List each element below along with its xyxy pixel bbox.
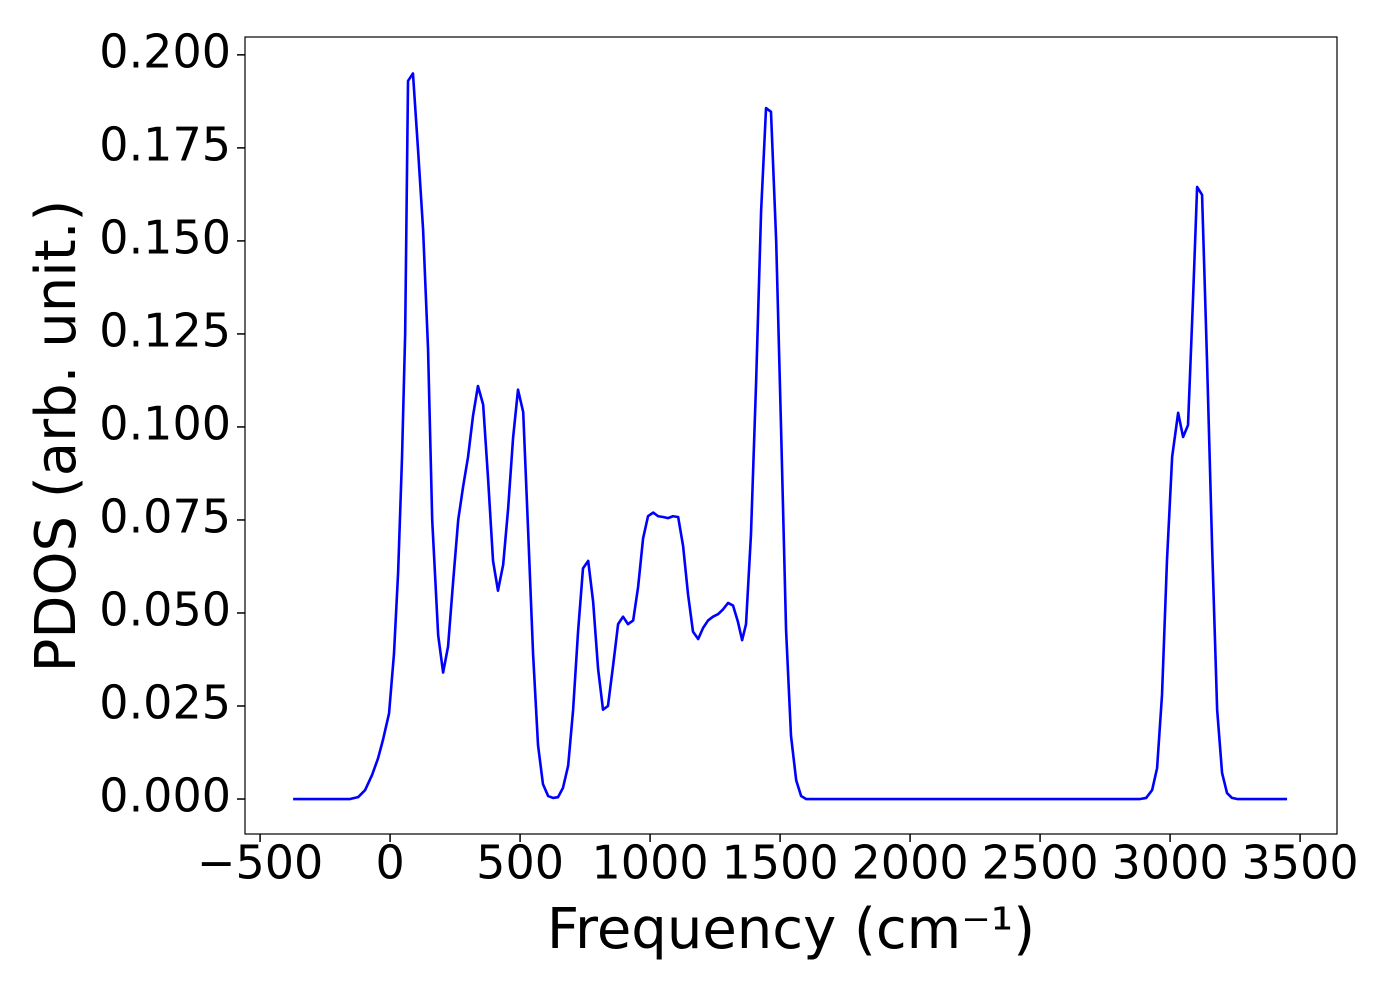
y-tick-label: 0.200 [99, 24, 231, 78]
x-tick-label: −500 [197, 836, 323, 890]
x-tick-label: 1000 [592, 836, 709, 890]
x-tick-label: 1500 [722, 836, 839, 890]
y-tick-label: 0.125 [99, 303, 231, 357]
x-tick-label: 3500 [1242, 836, 1359, 890]
y-tick-label: 0.150 [99, 210, 231, 264]
y-tick-label: 0.000 [99, 769, 231, 823]
data-line [293, 72, 1288, 801]
x-tick-label: 500 [476, 836, 564, 890]
y-tick-label: 0.050 [99, 582, 231, 636]
y-tick-label: 0.175 [99, 117, 231, 171]
x-tick-label: 0 [375, 836, 404, 890]
plot-frame [244, 36, 1338, 835]
x-tick-label: 3000 [1112, 836, 1229, 890]
x-axis-label: Frequency (cm⁻¹) [547, 897, 1035, 962]
y-tick-label: 0.075 [99, 489, 231, 543]
y-tick-label: 0.100 [99, 396, 231, 450]
y-axis-label: PDOS (arb. unit.) [24, 200, 89, 673]
y-tick-label: 0.025 [99, 676, 231, 730]
x-tick-label: 2500 [982, 836, 1099, 890]
x-tick-label: 2000 [852, 836, 969, 890]
